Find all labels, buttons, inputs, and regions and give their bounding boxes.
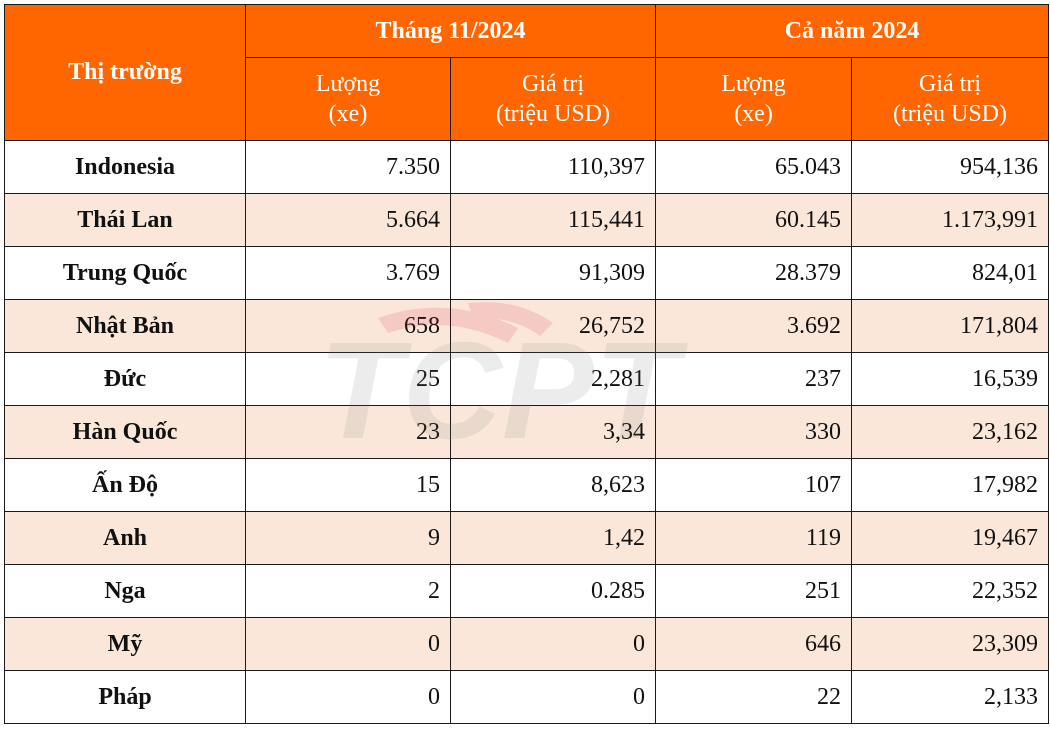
month-value-cell: 0	[449, 617, 657, 671]
month-qty-cell: 25	[245, 352, 451, 406]
market-cell: Thái Lan	[4, 193, 246, 247]
market-cell: Ấn Độ	[4, 458, 246, 512]
value-unit: (triệu USD)	[496, 101, 610, 127]
table-body: Indonesia 7.350 110,397 65.043 954,136 T…	[4, 140, 1050, 724]
table-row: Trung Quốc 3.769 91,309 28.379 824,01	[4, 246, 1050, 300]
market-cell: Đức	[4, 352, 246, 406]
value-label: Giá trị	[522, 71, 584, 97]
month-value-header: Giá trị (triệu USD)	[449, 57, 657, 141]
header-row-2: Lượng (xe) Giá trị (triệu USD) Lượng (xe…	[5, 57, 1050, 141]
month-qty-header: Lượng (xe)	[245, 57, 451, 141]
table-row: Thái Lan 5.664 115,441 60.145 1.173,991	[4, 193, 1050, 247]
month-value-cell: 91,309	[449, 246, 657, 300]
year-value-cell: 1.173,991	[851, 193, 1050, 247]
year-value-cell: 171,804	[851, 299, 1050, 353]
year-value-cell: 824,01	[851, 246, 1050, 300]
table-row: Nga 2 0.285 251 22,352	[4, 564, 1050, 618]
year-qty-cell: 107	[655, 458, 853, 512]
export-table: Thị trường Tháng 11/2024 Cả năm 2024 Lượ…	[4, 4, 1050, 724]
year-qty-cell: 22	[655, 670, 853, 724]
month-group-header: Tháng 11/2024	[244, 4, 657, 58]
year-value-cell: 22,352	[851, 564, 1050, 618]
month-value-cell: 110,397	[449, 140, 657, 194]
table-row: Anh 9 1,42 119 19,467	[4, 511, 1050, 565]
year-qty-cell: 28.379	[655, 246, 853, 300]
table-row: Ấn Độ 15 8,623 107 17,982	[4, 458, 1050, 512]
year-value-cell: 17,982	[851, 458, 1050, 512]
month-value-cell: 8,623	[449, 458, 657, 512]
year-qty-cell: 3.692	[655, 299, 853, 353]
month-value-cell: 1,42	[449, 511, 657, 565]
month-qty-cell: 7.350	[245, 140, 451, 194]
table-row: Pháp 0 0 22 2,133	[4, 670, 1050, 724]
month-value-cell: 0.285	[449, 564, 657, 618]
month-qty-cell: 658	[245, 299, 451, 353]
year-value-cell: 16,539	[851, 352, 1050, 406]
month-qty-cell: 0	[245, 617, 451, 671]
month-value-cell: 2,281	[449, 352, 657, 406]
month-value-cell: 115,441	[449, 193, 657, 247]
table-row: Đức 25 2,281 237 16,539	[4, 352, 1050, 406]
market-cell: Indonesia	[4, 140, 246, 194]
year-qty-cell: 330	[655, 405, 853, 459]
header-row-1: Thị trường Tháng 11/2024 Cả năm 2024	[4, 4, 1050, 141]
year-qty-header: Lượng (xe)	[655, 57, 853, 141]
month-qty-cell: 15	[245, 458, 451, 512]
month-value-cell: 0	[449, 670, 657, 724]
year-qty-cell: 65.043	[655, 140, 853, 194]
month-qty-cell: 9	[245, 511, 451, 565]
year-qty-cell: 119	[655, 511, 853, 565]
month-qty-cell: 2	[245, 564, 451, 618]
table-row: Mỹ 0 0 646 23,309	[4, 617, 1050, 671]
value-unit: (triệu USD)	[893, 101, 1008, 127]
year-value-cell: 954,136	[851, 140, 1050, 194]
market-cell: Pháp	[4, 670, 246, 724]
market-cell: Hàn Quốc	[4, 405, 246, 459]
market-cell: Trung Quốc	[4, 246, 246, 300]
year-value-cell: 23,309	[851, 617, 1050, 671]
month-value-cell: 3,34	[449, 405, 657, 459]
qty-label: Lượng	[721, 71, 786, 97]
year-group-header: Cả năm 2024	[655, 4, 1050, 58]
qty-unit: (xe)	[328, 101, 368, 127]
table-row: Indonesia 7.350 110,397 65.043 954,136	[4, 140, 1050, 194]
table-row: Nhật Bản 658 26,752 3.692 171,804	[4, 299, 1050, 353]
qty-unit: (xe)	[734, 101, 773, 127]
market-cell: Nhật Bản	[4, 299, 246, 353]
month-qty-cell: 23	[245, 405, 451, 459]
year-qty-cell: 60.145	[655, 193, 853, 247]
market-header: Thị trường	[4, 4, 246, 141]
table-row: Hàn Quốc 23 3,34 330 23,162	[4, 405, 1050, 459]
month-qty-cell: 3.769	[245, 246, 451, 300]
market-cell: Nga	[4, 564, 246, 618]
market-cell: Mỹ	[4, 617, 246, 671]
month-qty-cell: 5.664	[245, 193, 451, 247]
year-qty-cell: 237	[655, 352, 853, 406]
year-value-cell: 19,467	[851, 511, 1050, 565]
year-value-cell: 23,162	[851, 405, 1050, 459]
year-qty-cell: 251	[655, 564, 853, 618]
month-qty-cell: 0	[245, 670, 451, 724]
qty-label: Lượng	[315, 71, 381, 97]
year-qty-cell: 646	[655, 617, 853, 671]
year-value-header: Giá trị (triệu USD)	[851, 57, 1050, 141]
year-value-cell: 2,133	[851, 670, 1050, 724]
month-value-cell: 26,752	[449, 299, 657, 353]
value-label: Giá trị	[919, 71, 982, 97]
market-cell: Anh	[4, 511, 246, 565]
